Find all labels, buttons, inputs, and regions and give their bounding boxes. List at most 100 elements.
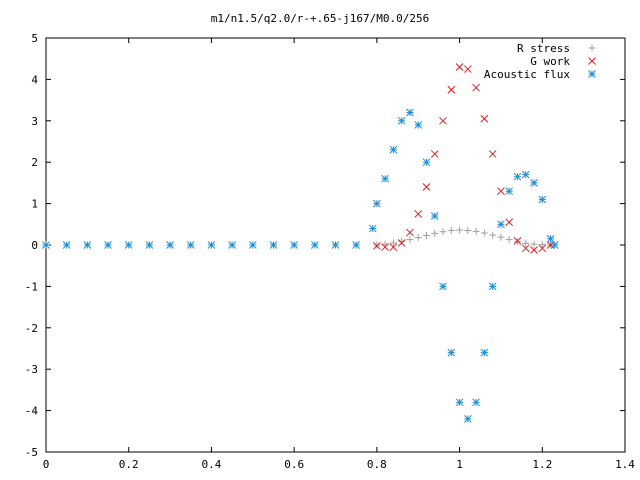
x-tick-label: 0.6 [284,458,304,471]
data-point [538,195,547,204]
data-point [373,241,381,250]
data-point [430,212,439,220]
data-point [522,239,530,247]
data-point [456,226,464,234]
data-point [422,183,431,191]
data-point [352,241,361,249]
data-point [488,150,497,158]
data-point [530,240,538,248]
data-point [464,227,472,235]
data-point [381,174,389,183]
y-tick-label: 2 [31,156,38,169]
data-point [166,241,174,249]
data-point [414,210,423,218]
y-tick-label: 5 [31,32,38,45]
data-point [497,187,505,196]
data-point [414,121,423,129]
y-tick-label: -4 [25,405,39,418]
data-point [124,241,133,249]
data-point [480,348,489,357]
data-point [463,415,472,423]
data-point [439,116,447,125]
legend-label: G work [530,55,570,68]
x-tick-label: 1.2 [532,458,552,471]
data-point [455,63,464,71]
data-point [439,282,447,291]
data-point [521,244,530,253]
data-point [431,229,439,237]
data-point [497,233,505,241]
data-point [472,227,480,235]
data-point [398,237,406,245]
data-point [104,241,112,249]
data-point [530,246,538,254]
x-tick-label: 0.4 [201,458,221,471]
data-point [488,282,497,291]
data-point [422,231,430,239]
data-point [373,241,381,249]
data-point [463,65,472,73]
data-point [422,158,431,167]
data-point [538,241,546,249]
data-point [83,241,92,249]
data-point [472,398,480,407]
legend-marker [588,44,596,52]
data-point [513,238,521,246]
legend-marker [588,70,596,78]
data-point [248,241,257,249]
data-marks [42,63,559,423]
data-point [397,116,406,125]
data-point [381,243,389,251]
data-point [439,228,447,236]
data-point [42,241,50,249]
data-point [505,218,514,227]
data-point [480,229,488,237]
legend-label: R stress [517,42,570,55]
data-point [186,241,195,249]
data-point [228,241,236,249]
x-tick-label: 0 [43,458,50,471]
legend-marker [588,57,596,65]
data-point [397,239,406,247]
data-point [455,398,464,407]
data-point [331,241,340,249]
data-point [389,239,397,247]
data-point [550,241,559,249]
data-point [389,243,398,251]
data-point [62,241,71,249]
x-tick-label: 0.8 [367,458,387,471]
x-tick-label: 0.2 [119,458,139,471]
data-point [497,220,505,229]
y-tick-label: -5 [25,446,38,459]
data-point [521,170,530,179]
data-point [480,114,489,123]
y-tick-label: -2 [25,322,38,335]
axis-ticks: 0 0.2 0.4 0.6 0.8 1 1.2 1.4 5 4 3 2 1 0 -1 -2 -3 -4 -5 [25,32,636,471]
data-point [373,199,381,208]
x-tick-label: 1.4 [615,458,635,471]
data-point [513,237,522,245]
y-tick-label: 0 [31,239,38,252]
data-point [505,187,514,196]
data-point [290,241,298,249]
y-tick-label: 3 [31,115,38,128]
data-point [489,231,497,239]
data-point [406,108,414,117]
data-point [546,234,555,243]
data-point [472,83,480,92]
data-point [368,224,377,233]
data-point [447,227,455,235]
data-point [513,172,522,181]
data-point [389,145,398,154]
y-tick-label: 4 [31,73,38,86]
data-point [505,236,513,244]
data-point [538,244,547,253]
legend-label: Acoustic flux [484,68,570,81]
chart-title: m1/n1.5/q2.0/r-+.65-j167/M0.0/256 [211,12,430,25]
data-point [447,348,456,357]
data-point [310,241,319,249]
data-point [414,234,422,242]
data-point [269,241,278,249]
